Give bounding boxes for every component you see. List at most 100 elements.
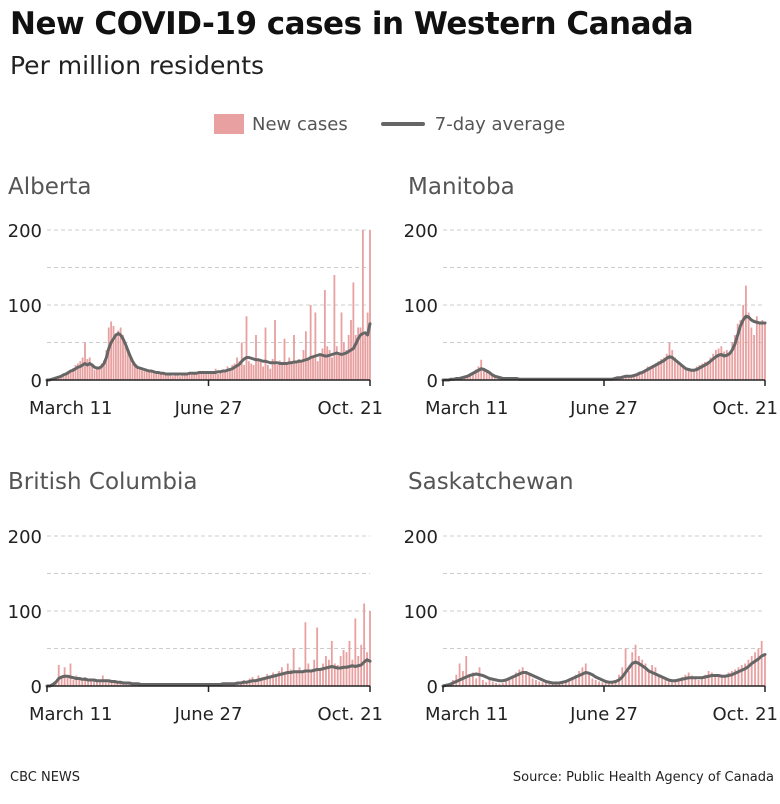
chart-subtitle: Per million residents (10, 51, 265, 80)
bar (635, 374, 638, 380)
bar (289, 669, 292, 686)
bar (193, 373, 196, 380)
bar (321, 348, 324, 380)
bar (314, 312, 317, 380)
bar (336, 665, 339, 686)
bar (69, 663, 72, 686)
bar (129, 357, 132, 380)
bar (488, 677, 491, 686)
bar (176, 374, 179, 380)
y-tick-label: 0 (427, 371, 438, 392)
bar (366, 312, 369, 380)
bar (91, 365, 94, 380)
bar (646, 366, 649, 380)
bar (684, 368, 687, 380)
bar (588, 674, 590, 686)
bar (466, 376, 469, 380)
bar (342, 342, 345, 380)
bar (195, 374, 198, 380)
bar (760, 641, 763, 686)
bar (254, 680, 257, 686)
bar (104, 679, 107, 686)
bar (561, 682, 564, 686)
bar (81, 680, 84, 686)
bar (707, 671, 710, 686)
bar (359, 327, 362, 380)
x-tick-label: Oct. 21 (318, 398, 383, 419)
bar (141, 370, 143, 380)
bar (326, 346, 329, 380)
bar (633, 375, 635, 380)
bar (274, 320, 276, 380)
footer-brand: CBC NEWS (10, 770, 81, 785)
bar (205, 371, 208, 380)
bar (209, 372, 212, 380)
bar (202, 373, 205, 380)
bar (322, 663, 324, 686)
bar (366, 652, 368, 686)
bar (488, 372, 491, 380)
bar (171, 376, 174, 380)
bar (717, 348, 720, 380)
bar (98, 680, 101, 686)
chart-title: New COVID-19 cases in Western Canada (10, 6, 694, 42)
bar (357, 656, 360, 686)
bar (545, 683, 547, 686)
bar (333, 275, 336, 380)
bar (695, 366, 698, 380)
bar (302, 350, 305, 380)
bar (183, 375, 186, 380)
bar (62, 374, 65, 380)
bar (79, 361, 82, 380)
bar (364, 335, 367, 380)
x-tick-label: June 27 (174, 704, 243, 725)
bar (725, 350, 728, 380)
bar (657, 674, 660, 686)
bar (731, 342, 734, 380)
bar (750, 656, 753, 686)
bar (496, 377, 499, 380)
bar (100, 363, 103, 380)
bar (505, 680, 507, 686)
bar (247, 361, 250, 380)
bar (186, 374, 189, 380)
bar (276, 365, 279, 380)
bar (571, 677, 574, 686)
bar (266, 674, 269, 686)
bar (113, 681, 116, 686)
bar (554, 683, 557, 686)
bar (226, 366, 229, 380)
bar (160, 374, 162, 380)
bar (84, 677, 87, 686)
bar (304, 331, 307, 380)
bar (694, 678, 697, 686)
bar (665, 353, 668, 380)
bar (727, 672, 730, 686)
bar (668, 342, 671, 380)
bar (295, 672, 298, 686)
bar (754, 652, 756, 686)
bar (478, 667, 481, 686)
bar (693, 368, 695, 380)
x-tick-label: March 11 (29, 398, 113, 419)
bar (740, 665, 743, 686)
bar (98, 366, 101, 380)
bar (110, 321, 113, 380)
y-tick-label: 100 (8, 296, 42, 317)
bar (676, 361, 679, 380)
bar (354, 618, 357, 686)
bar (128, 683, 131, 686)
bar (361, 230, 364, 380)
bar (122, 335, 124, 380)
bar (714, 674, 717, 686)
bar (723, 351, 725, 380)
bar (323, 290, 326, 380)
bar (278, 360, 281, 380)
bar (720, 346, 723, 380)
bar (485, 682, 488, 686)
bar (548, 683, 551, 686)
bar (117, 330, 120, 380)
bar (651, 665, 654, 686)
bar (207, 374, 210, 380)
